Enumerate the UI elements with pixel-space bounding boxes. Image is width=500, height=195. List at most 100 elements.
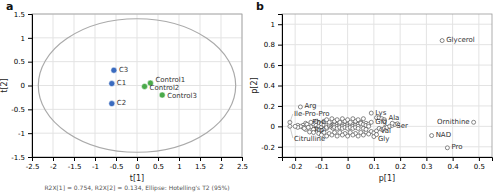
tick-label: 0 xyxy=(21,82,25,90)
point xyxy=(142,83,148,89)
point xyxy=(472,120,476,124)
point-label: Val xyxy=(381,127,392,135)
x-tick: 2 xyxy=(219,157,223,171)
point-label: Phe xyxy=(312,118,325,126)
x-tick: -0.5 xyxy=(110,157,124,171)
y-grid-line xyxy=(282,85,492,86)
point xyxy=(390,121,394,125)
x-tick: 0.5 xyxy=(474,157,485,171)
y-tick: -0.2 xyxy=(261,144,282,152)
tick-label: 0.5 xyxy=(153,163,164,171)
tick-label: 1 xyxy=(21,35,25,43)
point-label: Control3 xyxy=(167,92,197,100)
x-tick: 1 xyxy=(177,157,181,171)
x-tick: 0.5 xyxy=(153,157,164,171)
x-tick: -1 xyxy=(92,157,99,171)
point-label: C3 xyxy=(119,66,128,74)
point-label: Gly xyxy=(378,135,390,143)
point-label: Trp xyxy=(313,126,325,134)
tick-label: 2.5 xyxy=(237,163,248,171)
tick-mark xyxy=(321,157,322,161)
point-label: Ser xyxy=(396,122,408,130)
point xyxy=(361,117,365,121)
tick-label: -0.5 xyxy=(11,106,25,114)
x-axis-title: p[1] xyxy=(379,174,395,183)
tick-mark xyxy=(28,157,32,158)
y-grid-line xyxy=(282,24,492,25)
tick-mark xyxy=(179,157,180,161)
point-label: C2 xyxy=(117,99,126,107)
point xyxy=(335,134,339,138)
x-tick: 0 xyxy=(135,157,139,171)
point xyxy=(340,133,344,137)
point-label: Ala xyxy=(388,114,399,122)
y-grid-line xyxy=(282,44,492,45)
tick-mark xyxy=(348,157,349,161)
y-grid-line xyxy=(32,109,242,110)
tick-mark xyxy=(28,109,32,110)
y-axis-title: p[2] xyxy=(250,77,259,93)
tick-label: -1.5 xyxy=(11,154,25,162)
point-label: Citrulline xyxy=(294,135,325,143)
tick-mark xyxy=(116,157,117,161)
y-axis-title: t[2] xyxy=(0,78,9,92)
tick-label: 0.3 xyxy=(421,163,432,171)
x-axis: -0.2-0.100.10.20.30.40.5 xyxy=(283,157,493,171)
panel: -2.5-2-1.5-1-0.500.511.522.5-1.5-1-0.500… xyxy=(0,0,248,192)
tick-mark xyxy=(479,157,480,161)
point xyxy=(111,67,117,73)
tick-label: -2.5 xyxy=(26,163,40,171)
tick-label: 0.8 xyxy=(264,41,275,49)
tick-mark xyxy=(278,24,282,25)
y-tick: 0.4 xyxy=(264,82,282,90)
confidence-ellipse xyxy=(38,19,235,152)
x-tick: -2.5 xyxy=(26,157,40,171)
point xyxy=(361,133,365,137)
y-grid-line xyxy=(32,37,242,38)
tick-mark xyxy=(74,157,75,161)
panel-title: a xyxy=(6,0,13,13)
y-tick: 0 xyxy=(271,123,282,131)
tick-mark xyxy=(221,157,222,161)
tick-mark xyxy=(278,147,282,148)
tick-label: 0 xyxy=(346,163,350,171)
point xyxy=(364,127,368,131)
tick-label: 1 xyxy=(271,21,275,29)
y-axis-line xyxy=(28,15,33,158)
tick-label: 0.5 xyxy=(14,58,25,66)
tick-label: -0.2 xyxy=(261,144,275,152)
leader-line xyxy=(290,114,293,122)
tick-label: 0.2 xyxy=(264,103,275,111)
tick-mark xyxy=(137,157,138,161)
grid xyxy=(282,14,492,157)
tick-mark xyxy=(278,45,282,46)
tick-mark xyxy=(374,157,375,161)
point xyxy=(430,134,434,138)
point-label: NAD xyxy=(436,131,451,139)
tick-label: 0 xyxy=(271,123,275,131)
point-label: Arg xyxy=(304,102,316,110)
point xyxy=(346,134,350,138)
x-tick: 2.5 xyxy=(237,157,248,171)
panel: -0.2-0.100.10.20.30.40.5-0.200.20.40.60.… xyxy=(250,0,493,183)
y-axis: -1.5-1-0.500.511.5 xyxy=(11,11,32,162)
tick-label: 0 xyxy=(135,163,139,171)
x-axis: -2.5-2-1.5-1-0.500.511.522.5 xyxy=(26,157,248,171)
tick-mark xyxy=(28,86,32,87)
y-axis: -0.2 0 0.2 0.4 0.6 0.8 1 xyxy=(261,15,282,158)
point xyxy=(306,125,310,129)
point xyxy=(440,39,444,43)
point-label: Control2 xyxy=(150,84,180,92)
point xyxy=(335,118,339,122)
y-tick: 0.6 xyxy=(264,62,282,70)
plot-frame xyxy=(32,14,242,157)
point-label: Ile-Pro-Pro xyxy=(294,110,330,118)
x-tick: 0.1 xyxy=(369,157,380,171)
y-tick: 1 xyxy=(271,21,282,29)
data-area xyxy=(38,19,235,152)
tick-mark xyxy=(28,133,32,134)
point-label: C1 xyxy=(117,79,126,87)
y-tick: 1 xyxy=(21,35,32,43)
tick-label: -0.5 xyxy=(110,163,124,171)
point xyxy=(330,133,334,137)
